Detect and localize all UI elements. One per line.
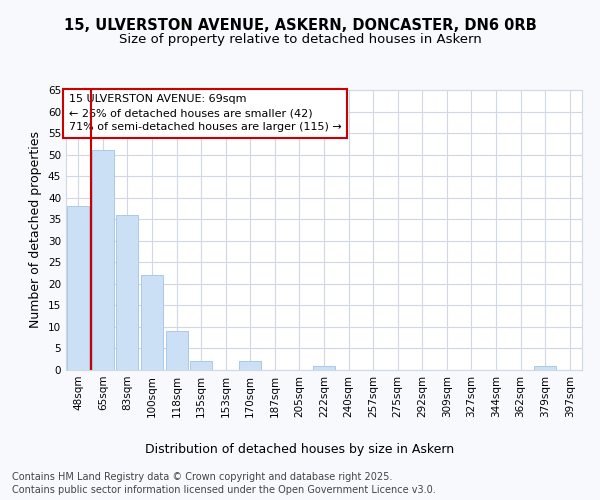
Bar xyxy=(92,150,114,370)
Bar xyxy=(166,331,188,370)
Y-axis label: Number of detached properties: Number of detached properties xyxy=(29,132,43,328)
Bar xyxy=(67,206,89,370)
Text: Contains public sector information licensed under the Open Government Licence v3: Contains public sector information licen… xyxy=(12,485,436,495)
Text: 15 ULVERSTON AVENUE: 69sqm
← 26% of detached houses are smaller (42)
71% of semi: 15 ULVERSTON AVENUE: 69sqm ← 26% of deta… xyxy=(68,94,341,132)
Text: Contains HM Land Registry data © Crown copyright and database right 2025.: Contains HM Land Registry data © Crown c… xyxy=(12,472,392,482)
Bar xyxy=(190,362,212,370)
Bar xyxy=(239,362,262,370)
Bar xyxy=(141,275,163,370)
Text: Distribution of detached houses by size in Askern: Distribution of detached houses by size … xyxy=(145,442,455,456)
Text: Size of property relative to detached houses in Askern: Size of property relative to detached ho… xyxy=(119,32,481,46)
Text: 15, ULVERSTON AVENUE, ASKERN, DONCASTER, DN6 0RB: 15, ULVERSTON AVENUE, ASKERN, DONCASTER,… xyxy=(64,18,536,32)
Bar xyxy=(313,366,335,370)
Bar xyxy=(116,215,139,370)
Bar xyxy=(534,366,556,370)
